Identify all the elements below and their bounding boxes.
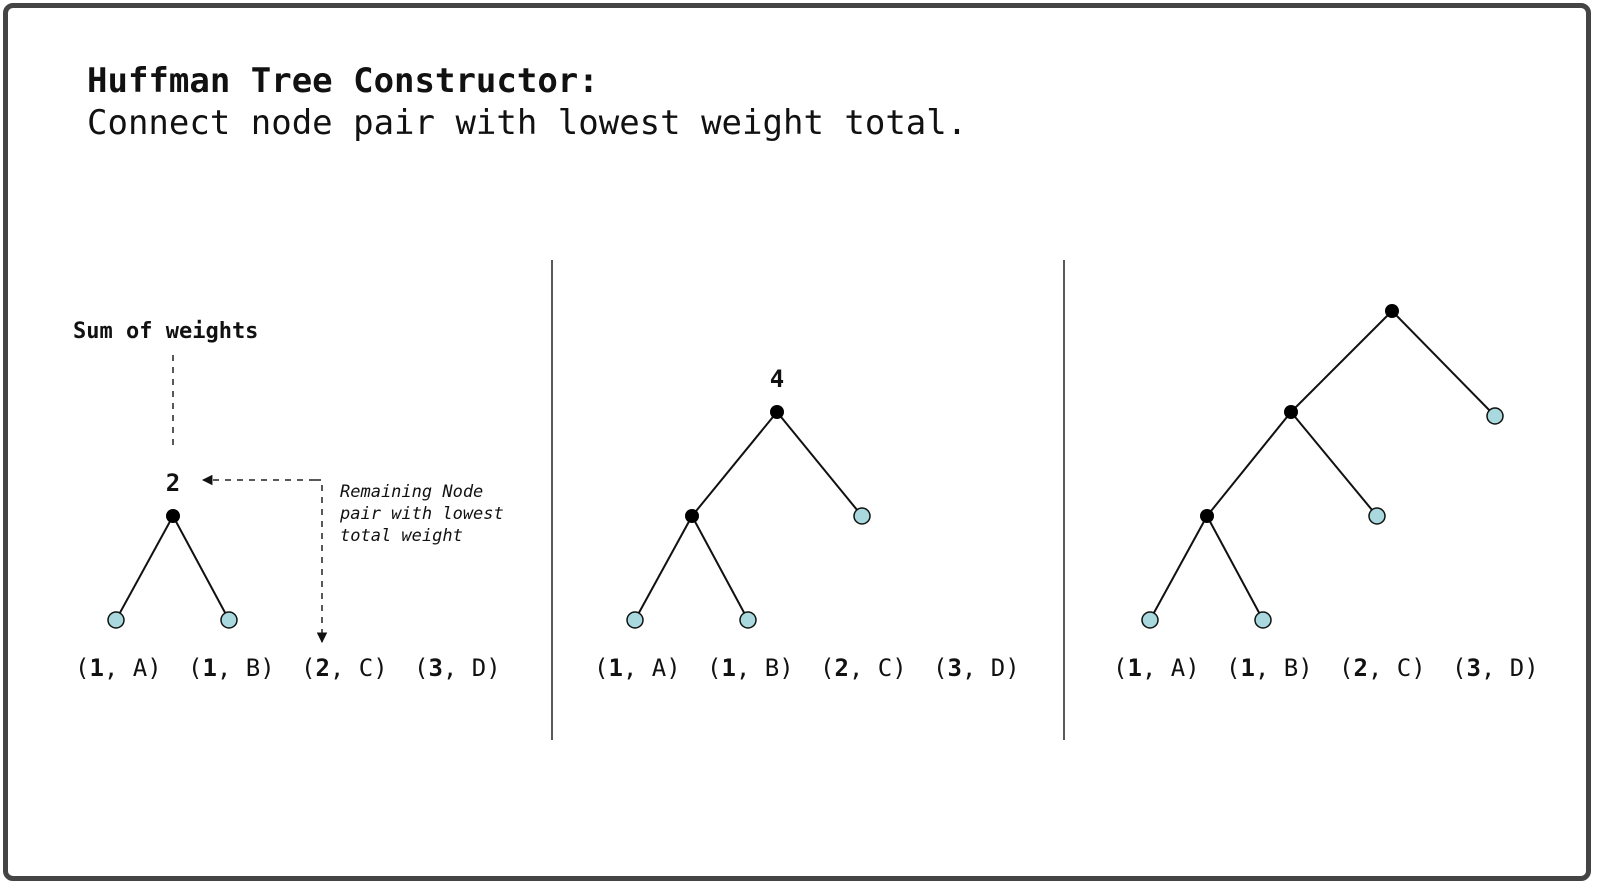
tree-edge [1149,515,1208,621]
leaf-labels-step-1: (1, A) (1, B) (2, C) (3, D) [75,654,501,682]
leaf-labels-step-3: (1, A) (1, B) (2, C) (3, D) [1113,654,1539,682]
tree-edge [172,515,230,621]
pair-note-line-1: Remaining Node [340,482,483,502]
internal-node [166,509,180,523]
tree-edge [115,515,174,621]
leaf-node [853,507,871,525]
tree-edge [691,411,778,517]
root-weight-label: 2 [166,469,180,497]
tree-edge [1206,411,1292,517]
tree-edge [776,411,863,517]
pair-arrow [315,479,328,644]
leaf-node [739,611,757,629]
leaf-label: (2, C) [820,654,907,682]
leaf-label: (1, A) [75,654,162,682]
sum-of-weights-label: Sum of weights [73,319,258,344]
tree-edge [691,515,749,621]
internal-node [1200,509,1214,523]
header: Huffman Tree Constructor: Connect node p… [87,60,967,144]
leaf-node [1254,611,1272,629]
tree-edge [1290,310,1393,413]
pair-note: Remaining Node pair with lowest total we… [339,482,514,546]
root-weight-label: 4 [770,365,784,393]
leaf-label: (2, C) [1339,654,1426,682]
leaf-label: (1, B) [707,654,794,682]
leaf-label: (2, C) [301,654,388,682]
leaf-label: (3, D) [1452,654,1539,682]
diagram-frame [3,3,1591,881]
pair-note-line-2: pair with lowest [339,504,504,524]
leaf-label-layer: (1, A) (1, B) (2, C) (3, D) (1, A) (1, B) (2, … [75,654,1539,682]
leaf-node [1486,407,1504,425]
leaf-node [626,611,644,629]
tree-step-2: 4 [626,365,871,629]
tree-edge [1391,310,1496,417]
tree-edge [1206,515,1264,621]
internal-node [1284,405,1298,419]
pair-note-line-3: total weight [340,526,463,546]
leaf-label: (1, A) [1113,654,1200,682]
leaf-node [1141,611,1159,629]
leaf-node [107,611,125,629]
page-subtitle: Connect node pair with lowest weight tot… [87,103,968,143]
leaf-node [1368,507,1386,525]
leaf-node [220,611,238,629]
leaf-label: (1, A) [594,654,681,682]
internal-node [770,405,784,419]
tree-step-3 [1141,304,1504,629]
tree-edge [634,515,693,621]
leaf-labels-step-2: (1, A) (1, B) (2, C) (3, D) [594,654,1020,682]
internal-node [685,509,699,523]
leaf-label: (1, B) [1226,654,1313,682]
internal-node [1385,304,1399,318]
leaf-label: (3, D) [414,654,501,682]
tree-edge [1290,411,1378,517]
leaf-label: (3, D) [933,654,1020,682]
tree-layer: 24 [107,304,1504,629]
leaf-label: (1, B) [188,654,275,682]
tree-step-1: 2 [107,469,238,629]
page-title: Huffman Tree Constructor: [87,61,599,101]
